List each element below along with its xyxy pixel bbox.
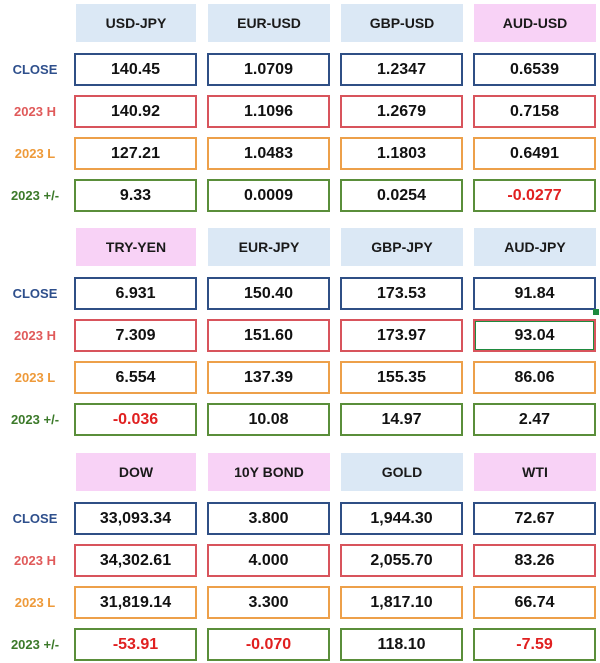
change-cell: 10.08 xyxy=(207,403,330,436)
column-header: AUD-USD xyxy=(474,4,596,42)
high-cell: 34,302.61 xyxy=(74,544,197,577)
table-block-3: DOW 10Y BOND GOLD WTI CLOSE 2023 H 2023 … xyxy=(0,453,600,663)
change-cell: -53.91 xyxy=(74,628,197,661)
low-cell: 1.0483 xyxy=(207,137,330,170)
column-header: USD-JPY xyxy=(76,4,196,42)
low-cell: 137.39 xyxy=(207,361,330,394)
column-header: WTI xyxy=(474,453,596,491)
high-cell: 0.7158 xyxy=(473,95,596,128)
change-cell: -0.0277 xyxy=(473,179,596,212)
row-label-close: CLOSE xyxy=(12,286,58,301)
low-cell: 86.06 xyxy=(473,361,596,394)
change-cell: 0.0009 xyxy=(207,179,330,212)
row-label-close: CLOSE xyxy=(12,62,58,77)
row-label-high: 2023 H xyxy=(14,328,56,343)
change-cell: -7.59 xyxy=(473,628,596,661)
row-label-high: 2023 H xyxy=(14,553,56,568)
high-cell: 1.2679 xyxy=(340,95,463,128)
low-cell: 1,817.10 xyxy=(340,586,463,619)
high-cell[interactable]: 93.04 xyxy=(473,319,596,352)
low-cell: 155.35 xyxy=(340,361,463,394)
high-cell: 83.26 xyxy=(473,544,596,577)
high-cell: 173.97 xyxy=(340,319,463,352)
row-label-change: 2023 +/- xyxy=(10,412,60,427)
close-cell: 140.45 xyxy=(74,53,197,86)
high-cell: 151.60 xyxy=(207,319,330,352)
column-header: GBP-JPY xyxy=(341,228,463,266)
change-cell: 0.0254 xyxy=(340,179,463,212)
column-header: GOLD xyxy=(341,453,463,491)
low-cell: 66.74 xyxy=(473,586,596,619)
column-header: AUD-JPY xyxy=(474,228,596,266)
close-cell: 173.53 xyxy=(340,277,463,310)
close-cell: 91.84 xyxy=(473,277,596,310)
change-cell: -0.070 xyxy=(207,628,330,661)
column-header: GBP-USD xyxy=(341,4,463,42)
column-header: EUR-USD xyxy=(208,4,330,42)
row-label-change: 2023 +/- xyxy=(10,637,60,652)
change-cell: 9.33 xyxy=(74,179,197,212)
close-cell: 1,944.30 xyxy=(340,502,463,535)
low-cell: 3.300 xyxy=(207,586,330,619)
close-cell: 6.931 xyxy=(74,277,197,310)
table-block-1: USD-JPY EUR-USD GBP-USD AUD-USD CLOSE 20… xyxy=(0,4,600,214)
change-cell: 118.10 xyxy=(340,628,463,661)
high-cell: 2,055.70 xyxy=(340,544,463,577)
high-cell: 1.1096 xyxy=(207,95,330,128)
row-label-close: CLOSE xyxy=(12,511,58,526)
change-cell: 2.47 xyxy=(473,403,596,436)
close-cell: 3.800 xyxy=(207,502,330,535)
column-header: 10Y BOND xyxy=(208,453,330,491)
close-cell: 1.0709 xyxy=(207,53,330,86)
column-header: DOW xyxy=(76,453,196,491)
close-cell: 72.67 xyxy=(473,502,596,535)
selection-handle-icon[interactable] xyxy=(593,309,599,315)
row-label-high: 2023 H xyxy=(14,104,56,119)
change-cell: -0.036 xyxy=(74,403,197,436)
low-cell: 127.21 xyxy=(74,137,197,170)
low-cell: 0.6491 xyxy=(473,137,596,170)
column-header: TRY-YEN xyxy=(76,228,196,266)
column-header: EUR-JPY xyxy=(208,228,330,266)
close-cell: 0.6539 xyxy=(473,53,596,86)
close-cell: 33,093.34 xyxy=(74,502,197,535)
row-label-low: 2023 L xyxy=(14,146,56,161)
row-label-low: 2023 L xyxy=(14,595,56,610)
table-block-2: TRY-YEN EUR-JPY GBP-JPY AUD-JPY CLOSE 20… xyxy=(0,228,600,438)
low-cell: 31,819.14 xyxy=(74,586,197,619)
low-cell: 1.1803 xyxy=(340,137,463,170)
row-label-low: 2023 L xyxy=(14,370,56,385)
row-label-change: 2023 +/- xyxy=(10,188,60,203)
high-cell: 4.000 xyxy=(207,544,330,577)
high-cell: 7.309 xyxy=(74,319,197,352)
high-cell: 140.92 xyxy=(74,95,197,128)
close-cell: 1.2347 xyxy=(340,53,463,86)
change-cell: 14.97 xyxy=(340,403,463,436)
close-cell: 150.40 xyxy=(207,277,330,310)
low-cell: 6.554 xyxy=(74,361,197,394)
